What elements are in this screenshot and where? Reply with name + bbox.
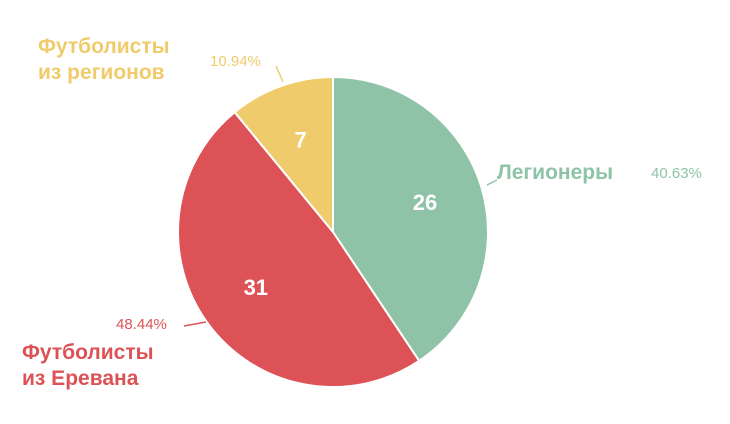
category-label: Футболисты из регионов <box>38 35 170 84</box>
leader-line <box>275 65 284 83</box>
leader-line <box>183 321 207 327</box>
leader-line <box>486 179 498 186</box>
percent-label: 48.44% <box>116 316 167 333</box>
slice-value-label: 7 <box>294 127 306 152</box>
slice-value-label: 26 <box>413 190 437 215</box>
slice-value-label: 31 <box>244 275 268 300</box>
category-label: Футболисты из Еревана <box>22 341 154 390</box>
pie-slice <box>233 75 334 235</box>
category-label: Легионеры <box>497 161 614 184</box>
percent-label: 10.94% <box>210 53 261 70</box>
pie-slice <box>177 110 421 388</box>
percent-label: 40.63% <box>651 165 702 182</box>
